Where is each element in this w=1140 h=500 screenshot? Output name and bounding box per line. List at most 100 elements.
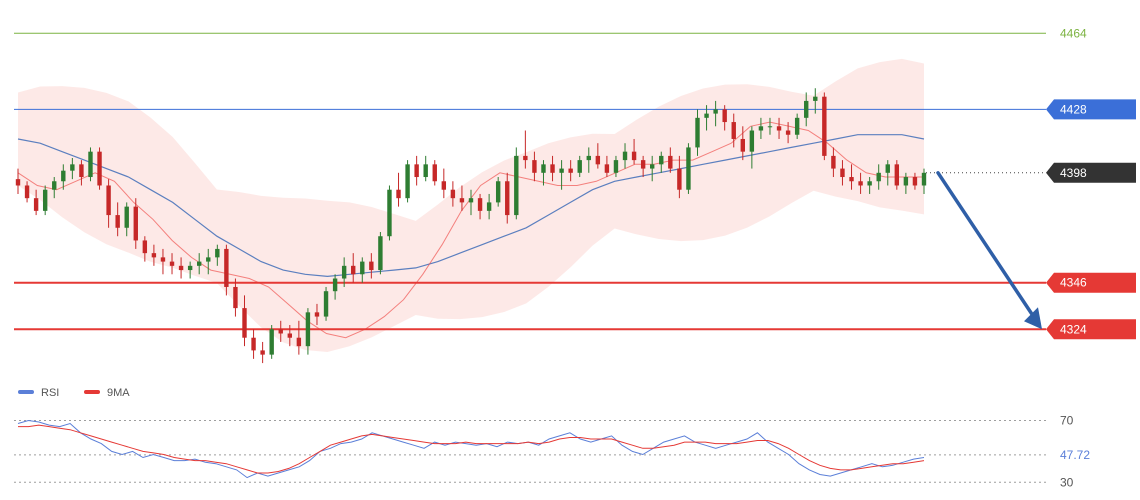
candle	[251, 329, 256, 359]
candle	[550, 155, 555, 182]
candle	[414, 155, 419, 186]
candle	[332, 274, 338, 300]
candle	[740, 126, 745, 161]
candle	[79, 160, 84, 186]
candle-body	[405, 164, 410, 199]
candle	[197, 253, 202, 275]
rsi-series-0	[17, 419, 925, 479]
candle-body	[61, 170, 66, 182]
candle-body	[169, 261, 175, 266]
rsi-legend: RSI 9MA	[18, 387, 130, 399]
candle	[405, 160, 410, 203]
candle-body	[894, 164, 900, 186]
candle	[278, 320, 283, 342]
candle	[586, 147, 591, 173]
level-4428-tag-label: 4428	[1060, 102, 1087, 116]
candle-body	[559, 168, 564, 173]
candle-body	[767, 126, 773, 128]
candle-body	[323, 291, 329, 317]
candle	[124, 202, 129, 237]
candle	[387, 185, 392, 241]
candle-body	[568, 168, 573, 173]
candle-body	[24, 185, 30, 199]
candle	[423, 155, 428, 182]
rsi-series-1	[18, 424, 925, 474]
candle	[903, 172, 909, 194]
candle	[142, 236, 148, 262]
candle	[813, 88, 818, 114]
candle	[468, 189, 474, 216]
candle-body	[278, 329, 283, 334]
rsi-guide-label-30: 30	[1060, 475, 1074, 489]
candle-body	[42, 189, 48, 211]
candle-body	[79, 164, 84, 178]
candle-body	[876, 172, 881, 182]
rsi-guide-label-70: 70	[1060, 413, 1074, 427]
candle	[33, 189, 39, 216]
candle-body	[423, 164, 428, 178]
candle	[15, 168, 21, 194]
level-4346-tag-label: 4346	[1060, 276, 1087, 290]
candle-body	[695, 117, 700, 148]
candle-body	[260, 350, 265, 355]
candle-body	[15, 179, 21, 186]
candle-body	[242, 308, 247, 338]
arrow-shaft	[936, 171, 1036, 320]
candle	[314, 303, 320, 326]
candle-body	[70, 164, 75, 171]
level-4428-tag	[1046, 99, 1136, 120]
candle	[840, 160, 845, 186]
candle	[287, 325, 292, 347]
candle-body	[351, 265, 356, 275]
candle-body	[577, 160, 582, 173]
candle-body	[650, 164, 655, 169]
candle	[876, 164, 881, 190]
candle-body	[477, 198, 483, 211]
candle	[242, 295, 247, 347]
legend-label-0: RSI	[41, 387, 59, 399]
candle-body	[97, 151, 102, 186]
candle-body	[713, 109, 718, 114]
price-levels: 4464 4428 4398 4346 4324	[14, 26, 1136, 340]
candle-body	[269, 329, 274, 355]
candle-body	[495, 181, 501, 203]
candle-body	[133, 206, 138, 241]
candle	[541, 160, 546, 186]
candle	[704, 105, 709, 131]
candle	[631, 138, 637, 165]
candle-body	[432, 164, 437, 182]
candle	[459, 185, 465, 211]
candle	[215, 244, 220, 266]
candle-body	[785, 130, 791, 135]
legend-label-1: 9MA	[107, 387, 130, 399]
candle	[486, 193, 492, 220]
candle-body	[858, 181, 863, 186]
candle-body	[613, 160, 619, 173]
candle	[42, 185, 48, 216]
candle-body	[206, 257, 211, 262]
candle	[713, 100, 718, 127]
candle-body	[224, 248, 229, 287]
candle-body	[142, 240, 148, 254]
candle-body	[124, 206, 129, 228]
candle-body	[740, 138, 745, 152]
candle	[88, 147, 93, 182]
candle-body	[867, 181, 872, 186]
candle-body	[586, 155, 591, 161]
candle	[151, 244, 157, 266]
level-4324-tag	[1046, 319, 1136, 340]
level-4324-tag-label: 4324	[1060, 322, 1087, 336]
candle	[532, 151, 537, 182]
candle	[749, 126, 755, 169]
candle-body	[296, 337, 302, 347]
candle	[659, 151, 664, 173]
candle	[867, 177, 872, 194]
candle	[912, 172, 918, 190]
candle-body	[251, 337, 256, 351]
candle-body	[514, 155, 519, 216]
candle	[224, 244, 229, 296]
candle	[559, 160, 564, 190]
candle	[722, 105, 727, 131]
candle-body	[450, 189, 456, 199]
